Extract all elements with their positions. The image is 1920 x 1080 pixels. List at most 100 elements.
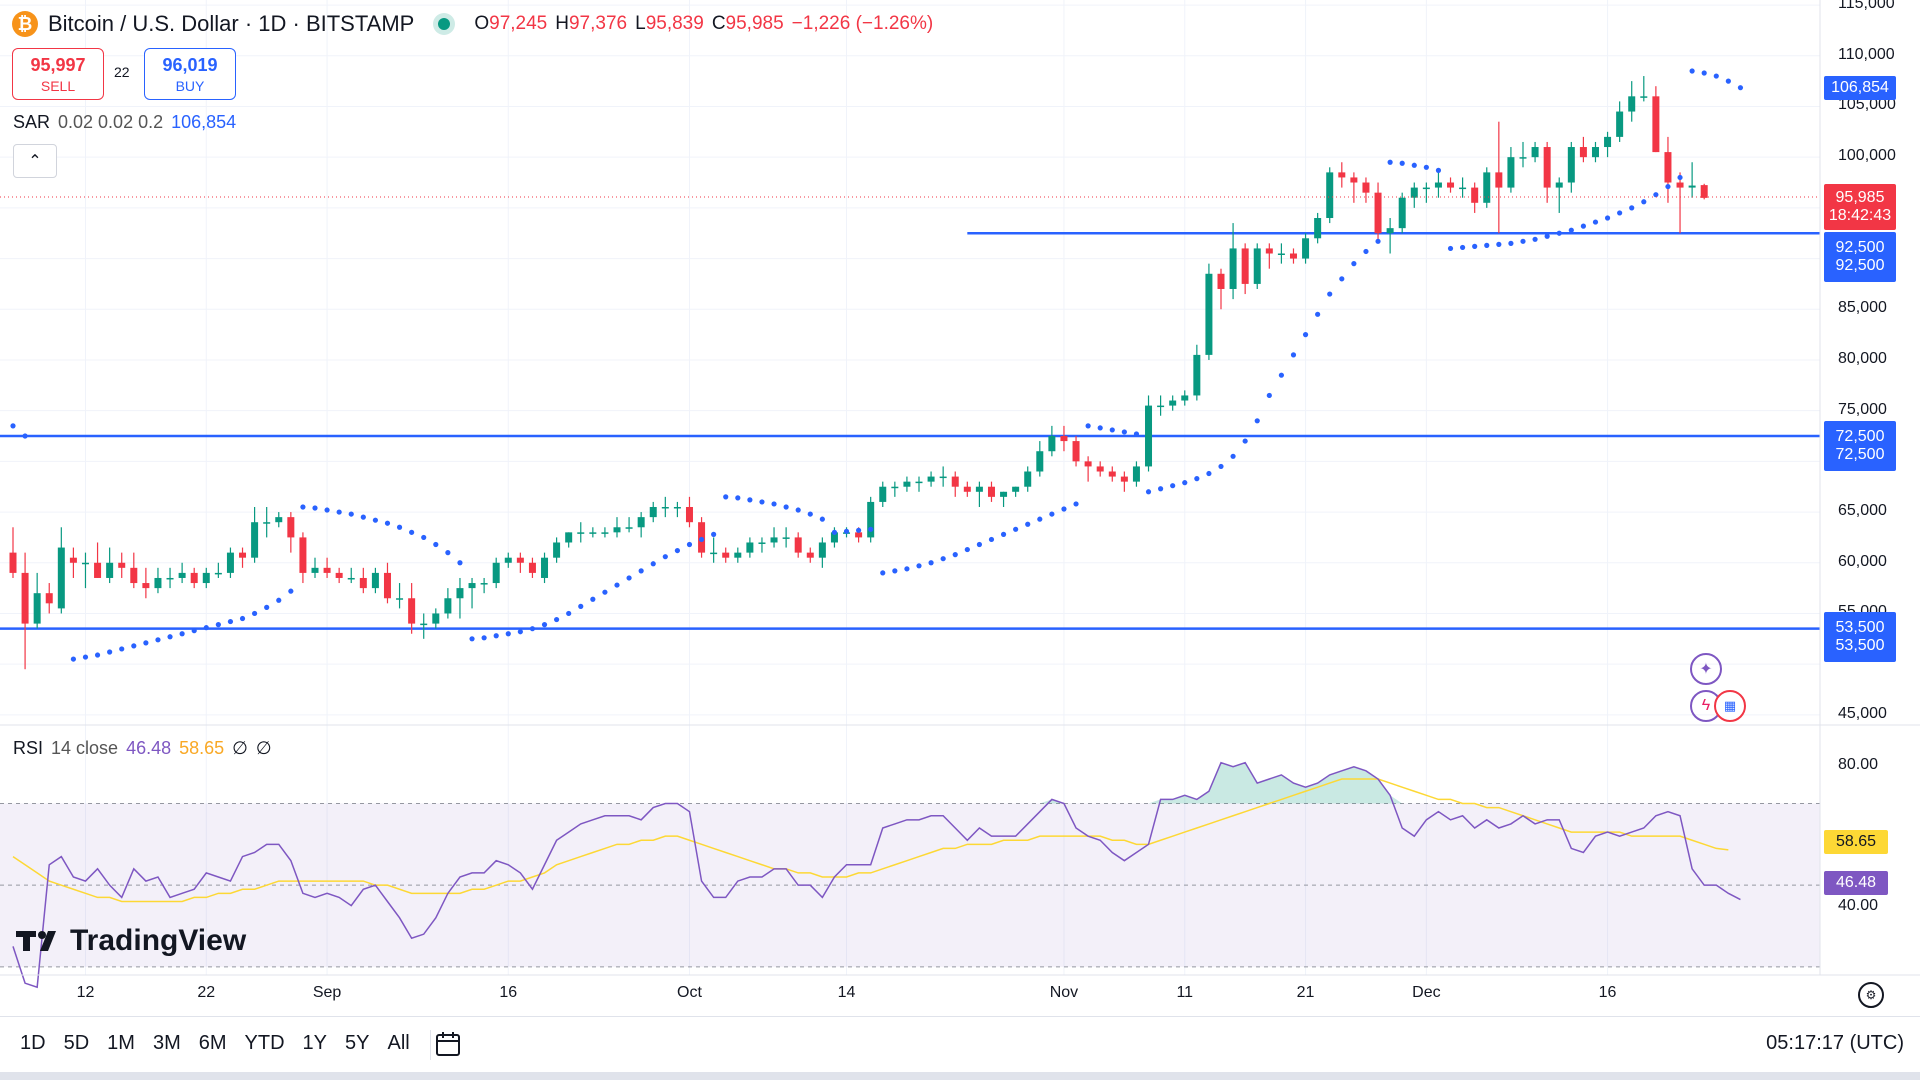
- sar-dot: [1013, 526, 1019, 532]
- sar-dot: [517, 629, 523, 635]
- candle-body: [383, 572, 391, 599]
- candle: [420, 613, 428, 639]
- sar-dot: [1254, 418, 1260, 424]
- candle-body: [1181, 395, 1189, 401]
- candle-body: [396, 598, 404, 600]
- candle-body: [1145, 405, 1153, 467]
- collapse-legend-button[interactable]: ⌃: [13, 144, 57, 178]
- candle-body: [1072, 441, 1080, 462]
- tradingview-logo-text: TradingView: [70, 924, 247, 957]
- candle: [166, 567, 174, 589]
- candle-body: [69, 557, 77, 563]
- candle-body: [1628, 96, 1636, 112]
- range-button-1m[interactable]: 1M: [107, 1032, 135, 1054]
- candle-body: [1555, 182, 1563, 188]
- ai-sparkle-icon[interactable]: ✦: [1690, 653, 1722, 685]
- us-flag-icon[interactable]: ▦: [1714, 690, 1746, 722]
- candle-body: [867, 501, 875, 538]
- candle-body: [106, 562, 114, 578]
- candle-body: [1314, 218, 1322, 239]
- sar-dot: [614, 582, 620, 588]
- range-button-5y[interactable]: 5Y: [345, 1032, 370, 1054]
- range-button-6m[interactable]: 6M: [198, 1032, 227, 1054]
- sar-dot: [94, 652, 101, 658]
- sar-dot: [457, 560, 463, 566]
- candle-body: [975, 486, 983, 492]
- candle-body: [1193, 354, 1201, 396]
- low-value: 95,839: [645, 13, 704, 34]
- candle: [1543, 141, 1551, 203]
- open-value: 97,245: [489, 13, 548, 34]
- sar-dot: [723, 494, 729, 500]
- buy-price: 96,019: [162, 54, 218, 75]
- candle: [1579, 136, 1587, 163]
- range-button-ytd[interactable]: YTD: [244, 1032, 285, 1054]
- sell-button[interactable]: 95,997 SELL: [12, 48, 104, 100]
- candle-body: [1229, 248, 1237, 289]
- level-92500-value-2: 92,500: [1835, 257, 1885, 274]
- sar-dot: [1158, 486, 1164, 492]
- utc-clock[interactable]: 05:17:17 (UTC): [1766, 1032, 1904, 1054]
- candle-body: [553, 542, 561, 558]
- spread-value: 22: [114, 64, 130, 80]
- symbol-header[interactable]: ₿ Bitcoin / U.S. Dollar · 1D · BITSTAMP …: [12, 8, 933, 40]
- candle: [1374, 182, 1382, 244]
- range-button-1y[interactable]: 1Y: [302, 1032, 328, 1054]
- settings-gear-icon[interactable]: ⚙: [1858, 982, 1884, 1008]
- range-button-1d[interactable]: 1D: [20, 1032, 46, 1054]
- candle: [734, 547, 742, 563]
- sar-dot: [1701, 70, 1707, 76]
- candle-body: [613, 527, 621, 533]
- candle: [661, 496, 669, 518]
- candle: [1084, 456, 1092, 482]
- sar-dot: [554, 616, 560, 623]
- sar-dot: [1000, 531, 1007, 537]
- candle: [1326, 167, 1334, 224]
- sar-dot: [264, 604, 270, 610]
- candle-body: [1688, 185, 1696, 188]
- candle-body: [1205, 273, 1213, 355]
- range-button-5d[interactable]: 5D: [63, 1032, 90, 1054]
- candle-body: [685, 506, 693, 523]
- candle: [1338, 162, 1346, 188]
- candle-body: [1120, 476, 1128, 482]
- candle: [915, 476, 923, 492]
- candle-body: [1217, 273, 1225, 289]
- sar-dot: [1544, 233, 1550, 239]
- sar-dot: [288, 588, 294, 594]
- range-button-all[interactable]: All: [387, 1032, 410, 1054]
- sar-legend[interactable]: SAR 0.02 0.02 0.2 106,854: [13, 112, 236, 133]
- rsi-legend[interactable]: RSI 14 close 46.48 58.65 ∅ ∅: [13, 738, 272, 759]
- candle-body: [1567, 147, 1575, 183]
- sar-dot: [674, 547, 681, 554]
- price-tick: 75,000: [1838, 400, 1887, 418]
- candle: [782, 527, 790, 548]
- candle: [9, 527, 17, 578]
- sar-dot: [1592, 219, 1599, 225]
- candle-body: [601, 532, 609, 534]
- candle: [130, 552, 138, 589]
- sar-dot: [1484, 242, 1490, 248]
- price-chart[interactable]: [0, 0, 1920, 1016]
- candle-body: [1652, 96, 1660, 153]
- candle-body: [444, 598, 452, 614]
- tradingview-logo-icon: [16, 931, 56, 951]
- symbol-title[interactable]: Bitcoin / U.S. Dollar · 1D · BITSTAMP: [48, 11, 415, 36]
- horizontal-levels[interactable]: [0, 231, 1820, 630]
- candle-body: [661, 506, 669, 509]
- sell-price: 95,997: [30, 54, 86, 75]
- candle-body: [758, 542, 766, 544]
- candle-body: [577, 532, 585, 534]
- range-button-3m[interactable]: 3M: [152, 1032, 181, 1054]
- candle-body: [480, 583, 488, 585]
- sar-dot: [1496, 241, 1502, 247]
- sar-dot: [481, 635, 487, 641]
- candle-body: [963, 486, 971, 492]
- calendar-icon[interactable]: [434, 1030, 462, 1058]
- buy-button[interactable]: 96,019 BUY: [144, 48, 236, 100]
- candle: [806, 547, 814, 563]
- candle: [987, 481, 995, 502]
- sar-dot: [276, 597, 282, 603]
- candle: [879, 481, 887, 507]
- close-label: C: [711, 13, 726, 34]
